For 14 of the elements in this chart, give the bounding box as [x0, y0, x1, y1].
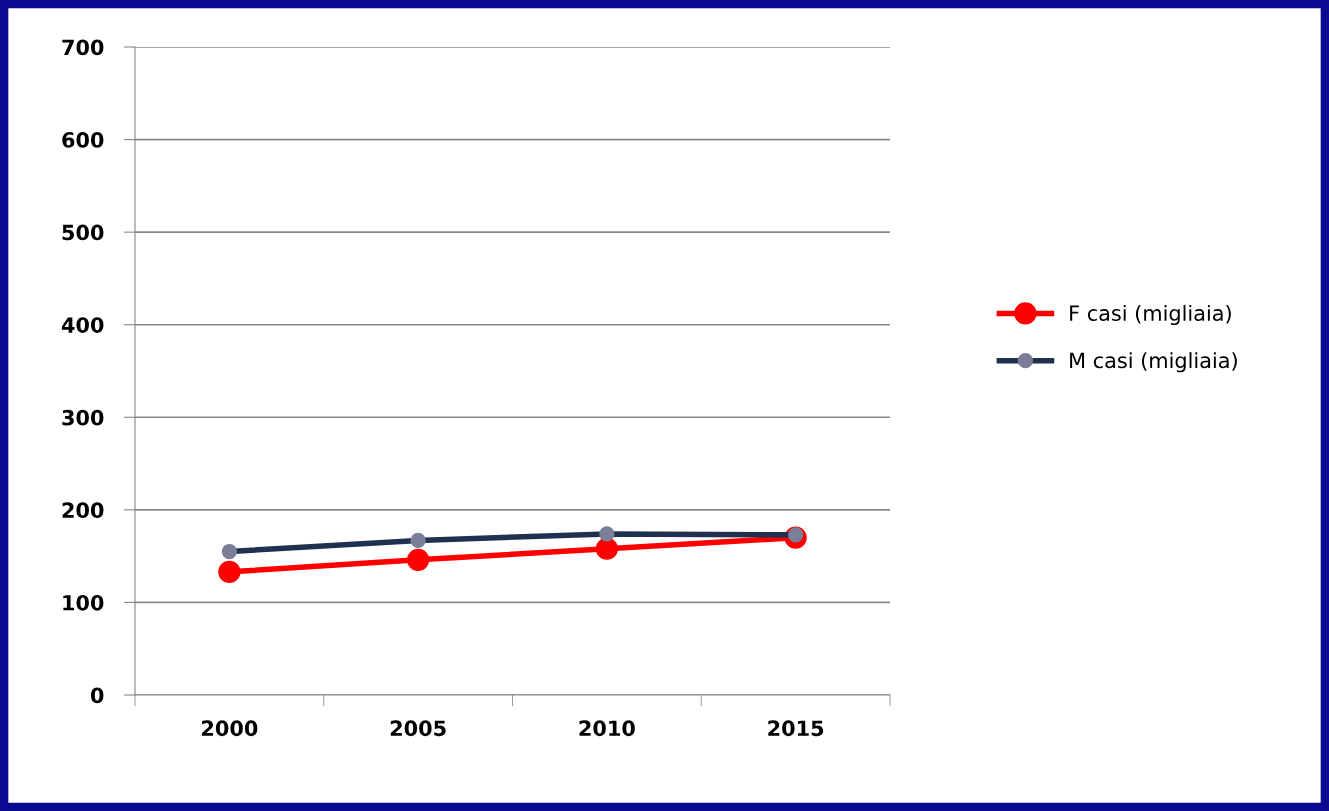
y-tick-label: 500	[62, 224, 104, 241]
x-tick-label: 2010	[579, 720, 635, 737]
y-tick-label: 600	[62, 132, 104, 148]
legend-label: M casi (migliaia)	[1070, 352, 1237, 373]
x-tick-label: 2005	[390, 720, 446, 737]
y-tick-label: 700	[62, 39, 104, 56]
x-tick-label: 2015	[768, 720, 824, 737]
x-tick-label: 2000	[202, 720, 258, 737]
legend-label: F casi (migliaia)	[1070, 304, 1231, 326]
y-tick-label: 0	[90, 687, 104, 704]
y-tick-label: 200	[62, 502, 104, 519]
y-tick-label: 400	[61, 317, 104, 333]
y-tick-label: 100	[63, 594, 104, 611]
y-tick-label: 300	[62, 409, 104, 426]
